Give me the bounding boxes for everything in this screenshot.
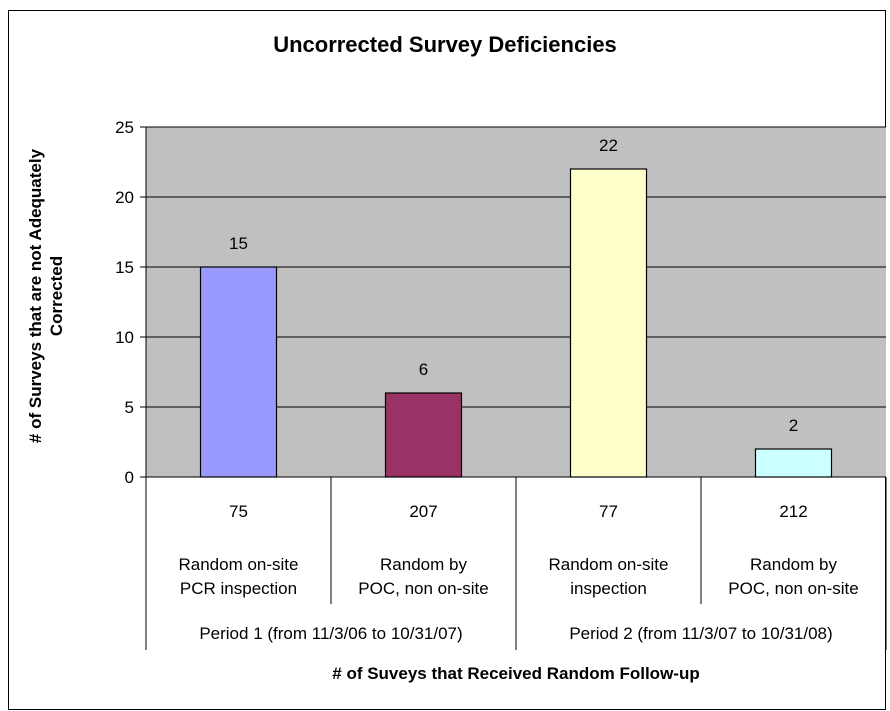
- category-label: inspection: [570, 579, 647, 598]
- category-label: Random by: [750, 555, 837, 574]
- category-label: Random on-site: [178, 555, 298, 574]
- data-label: 22: [599, 136, 618, 155]
- y-tick-label: 25: [115, 118, 134, 137]
- data-label: 2: [789, 416, 798, 435]
- category-count-label: 75: [229, 502, 248, 521]
- group-label: Period 2 (from 11/3/07 to 10/31/08): [569, 624, 832, 643]
- y-tick-label: 20: [115, 188, 134, 207]
- y-tick-label: 0: [125, 468, 134, 487]
- bar: [384, 392, 463, 478]
- group-label: Period 1 (from 11/3/06 to 10/31/07): [199, 624, 462, 643]
- y-tick-label: 5: [125, 398, 134, 417]
- category-label: Random by: [380, 555, 467, 574]
- category-label: POC, non on-site: [358, 579, 488, 598]
- x-axis-label: # of Suveys that Received Random Follow-…: [332, 664, 700, 683]
- category-label: PCR inspection: [180, 579, 297, 598]
- bar: [199, 266, 278, 478]
- data-label: 6: [419, 360, 428, 379]
- y-tick-label: 15: [115, 258, 134, 277]
- category-count-label: 212: [779, 502, 807, 521]
- bar: [569, 168, 648, 478]
- chart-title: Uncorrected Survey Deficiencies: [273, 32, 617, 57]
- bar: [754, 448, 833, 478]
- category-label: Random on-site: [548, 555, 668, 574]
- category-count-label: 77: [599, 502, 618, 521]
- y-tick-label: 10: [115, 328, 134, 347]
- category-label: POC, non on-site: [728, 579, 858, 598]
- data-label: 15: [229, 234, 248, 253]
- category-count-label: 207: [409, 502, 437, 521]
